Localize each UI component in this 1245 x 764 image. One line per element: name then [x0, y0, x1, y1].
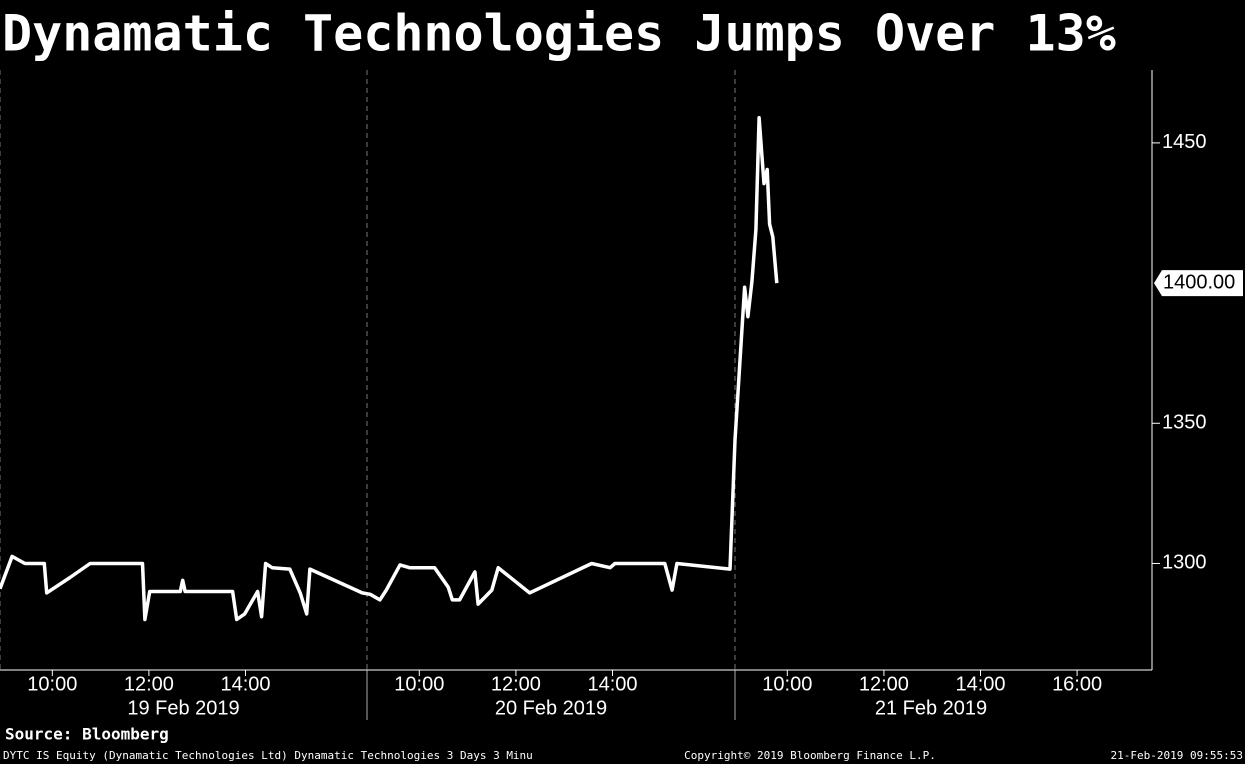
price-line — [0, 115, 779, 622]
last-price-box — [1154, 270, 1243, 297]
day-label: 20 Feb 2019 — [495, 697, 607, 719]
footer-center: Copyright© 2019 Bloomberg Finance L.P. — [684, 749, 936, 762]
x-tick-label: 14:00 — [587, 673, 637, 695]
x-tick-label: 12:00 — [124, 673, 174, 695]
day-label: 21 Feb 2019 — [875, 697, 987, 719]
x-tick-label: 10:00 — [762, 673, 812, 695]
x-tick-label: 16:00 — [1052, 673, 1102, 695]
source: Source: Bloomberg — [5, 725, 169, 744]
footer-right: 21-Feb-2019 09:55:53 — [1111, 749, 1243, 762]
footer-left: DYTC IS Equity (Dynamatic Technologies L… — [3, 749, 533, 762]
chart-title: Dynamatic Technologies Jumps Over 13% — [2, 5, 1116, 63]
y-tick-label: 1300 — [1162, 552, 1207, 574]
day-label: 19 Feb 2019 — [127, 697, 239, 719]
y-tick-label: 1350 — [1162, 412, 1207, 434]
last-price-label: 1400.00 — [1163, 271, 1235, 293]
y-tick-label: 1450 — [1162, 131, 1207, 153]
x-tick-label: 10:00 — [27, 673, 77, 695]
x-tick-label: 14:00 — [955, 673, 1005, 695]
x-tick-label: 14:00 — [220, 673, 270, 695]
x-tick-label: 12:00 — [859, 673, 909, 695]
x-tick-label: 10:00 — [394, 673, 444, 695]
x-tick-label: 12:00 — [491, 673, 541, 695]
